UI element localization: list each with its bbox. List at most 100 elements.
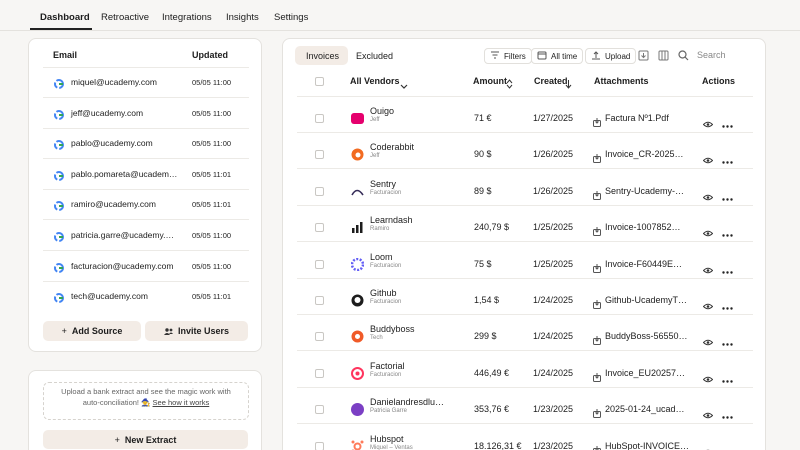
- header-divider: [43, 67, 249, 68]
- account-email: facturacion@ucademy.com: [71, 260, 174, 271]
- view-icon[interactable]: [702, 406, 714, 419]
- toolbar-button[interactable]: Filters: [484, 48, 532, 64]
- attachment-icon-graphic: [593, 409, 601, 419]
- more-icon[interactable]: [722, 116, 733, 128]
- attachment-name[interactable]: Sentry-Ucademy-…: [605, 185, 685, 196]
- attachment-name[interactable]: BuddyBoss-56550…: [605, 331, 688, 342]
- accounts-panel: Email Updated + Add Source Invite Users m…: [28, 38, 262, 352]
- toolbar-button[interactable]: Upload: [585, 48, 637, 64]
- row-checkbox[interactable]: [315, 223, 324, 233]
- attachment-name[interactable]: 2025-01-24_ucad…: [605, 404, 685, 415]
- search-input[interactable]: Search: [697, 50, 726, 60]
- chevron-icon-graphic: [400, 84, 408, 89]
- attachment-icon-graphic: [593, 154, 601, 164]
- view-icon[interactable]: [702, 333, 714, 346]
- nav-tab[interactable]: Settings: [274, 12, 309, 23]
- row-checkbox[interactable]: [315, 296, 324, 305]
- view-icon[interactable]: [702, 297, 714, 310]
- vendor-logo: [350, 257, 365, 271]
- row-divider: [297, 350, 753, 352]
- attachment-icon: [593, 114, 601, 127]
- account-updated: 05/05 11:00: [192, 231, 232, 240]
- attachment-name[interactable]: Invoice_CR-2025…: [605, 149, 684, 160]
- row-divider: [43, 280, 249, 282]
- attachment-name[interactable]: HubSpot-INVOICE…: [605, 440, 690, 450]
- more-icon[interactable]: [722, 225, 733, 237]
- icon-graphic: [537, 51, 547, 60]
- view-icon[interactable]: [702, 115, 714, 128]
- column-header: Email: [53, 50, 78, 60]
- attachment-name[interactable]: Github-UcademyT…: [605, 295, 688, 305]
- google-icon-graphic: [54, 232, 64, 242]
- help-link[interactable]: See how it works: [152, 398, 210, 407]
- vendor-owner: Miquel – Ventas: [370, 444, 413, 450]
- account-email: tech@ucademy.com: [71, 291, 148, 302]
- attachment-name[interactable]: Invoice_EU20257…: [605, 367, 686, 378]
- invite-users-button[interactable]: Invite Users: [145, 321, 248, 341]
- row-checkbox[interactable]: [315, 441, 324, 450]
- vendor-logo-graphic: [351, 113, 364, 124]
- attachment-name[interactable]: Invoice-1007852…: [605, 222, 681, 233]
- vendor-logo: [351, 366, 364, 380]
- add-source-button[interactable]: + Add Source: [43, 321, 141, 341]
- account-email: pablo@ucademy.com: [71, 138, 153, 149]
- row-divider: [297, 423, 753, 425]
- view-icon[interactable]: [703, 443, 713, 450]
- more-icon[interactable]: [722, 298, 733, 310]
- label: Upload: [605, 51, 631, 61]
- attachment-name[interactable]: Factura Nº1.Pdf: [605, 113, 669, 123]
- new-extract-button[interactable]: + New Extract: [43, 430, 248, 449]
- account-email: miquel@ucademy.com: [71, 77, 157, 87]
- view-icon[interactable]: [702, 151, 714, 164]
- account-updated: 05/05 11:00: [192, 78, 232, 87]
- view-icon-graphic: [702, 121, 714, 128]
- row-checkbox[interactable]: [315, 186, 324, 196]
- vendor-logo: [351, 440, 364, 450]
- vendor-logo-graphic: [351, 366, 364, 380]
- nav-tab[interactable]: Integrations: [162, 12, 212, 23]
- row-checkbox[interactable]: [315, 150, 324, 160]
- row-checkbox[interactable]: [315, 259, 324, 269]
- attachment-name[interactable]: Invoice-F60449E…: [605, 258, 683, 269]
- vendor-logo-graphic: [351, 440, 364, 450]
- view-icon[interactable]: [702, 370, 714, 383]
- view-icon[interactable]: [702, 261, 714, 273]
- vendor-owner: Ramiro: [370, 226, 390, 233]
- icon: +: [114, 434, 120, 445]
- select-all-checkbox[interactable]: [315, 77, 324, 86]
- search-icon[interactable]: [678, 50, 689, 61]
- more-icon[interactable]: [722, 371, 733, 383]
- vendor-name: Learndash: [370, 215, 413, 226]
- subtab[interactable]: Excluded: [356, 51, 394, 61]
- toolbar-button[interactable]: All time: [531, 48, 584, 64]
- vendor-owner: Patricia Garre: [370, 408, 408, 415]
- view-icon[interactable]: [702, 224, 714, 237]
- download-icon[interactable]: [638, 50, 649, 61]
- nav-tab[interactable]: Insights: [226, 12, 259, 23]
- subtab[interactable]: Invoices: [306, 51, 340, 61]
- more-icon[interactable]: [722, 444, 733, 449]
- more-icon[interactable]: [722, 262, 733, 274]
- vendor-name: Ouigo: [370, 106, 395, 116]
- columns-icon[interactable]: [658, 50, 669, 61]
- label: Add Source: [71, 326, 123, 336]
- amount-header[interactable]: Amount: [473, 76, 507, 86]
- attachment-icon: [593, 260, 601, 273]
- vendor-owner: Facturacion: [370, 262, 402, 269]
- more-icon[interactable]: [722, 334, 733, 347]
- vendor-logo-graphic: [351, 330, 364, 343]
- more-icon[interactable]: [722, 152, 733, 165]
- row-checkbox[interactable]: [315, 368, 324, 378]
- more-icon[interactable]: [722, 189, 733, 201]
- nav-tab[interactable]: Retroactive: [101, 12, 150, 23]
- view-icon[interactable]: [702, 188, 714, 201]
- vendor-filter[interactable]: All Vendors: [350, 76, 400, 86]
- more-icon[interactable]: [722, 407, 733, 419]
- nav-tab[interactable]: Dashboard: [40, 12, 90, 23]
- account-updated: 05/05 11:01: [192, 169, 232, 179]
- row-checkbox[interactable]: [315, 114, 324, 123]
- row-checkbox[interactable]: [315, 405, 324, 415]
- created-header[interactable]: Created: [534, 76, 568, 86]
- row-checkbox[interactable]: [315, 332, 324, 342]
